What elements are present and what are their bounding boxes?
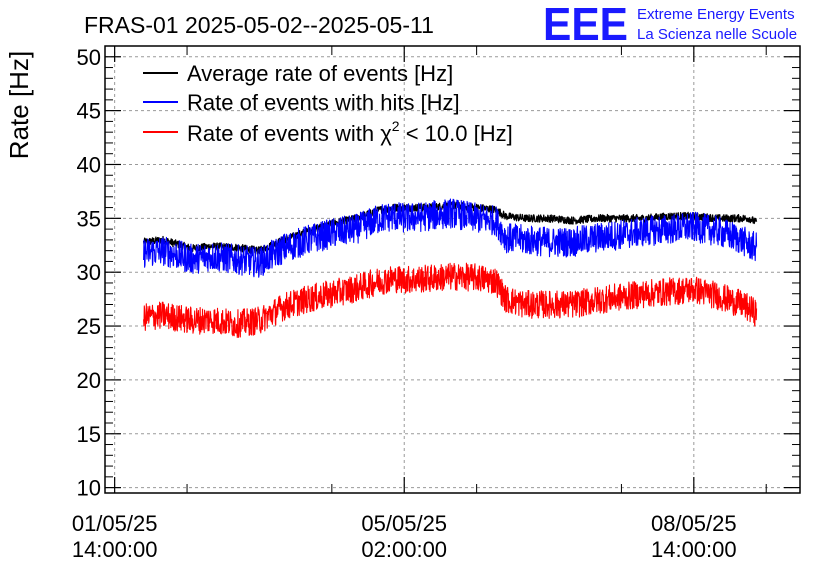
y-tick-label: 15 — [77, 422, 101, 447]
y-tick-label: 30 — [77, 260, 101, 285]
y-tick-label: 45 — [77, 99, 101, 124]
eee-logo-mark: EEE — [543, 0, 628, 50]
y-axis-label: Rate [Hz] — [4, 51, 34, 159]
x-tick-label-date: 08/05/25 — [651, 511, 737, 536]
x-tick-label-time: 14:00:00 — [72, 537, 158, 562]
y-tick-label: 40 — [77, 152, 101, 177]
y-axis-ticks: 10 15 20 25 30 35 40 45 50 — [77, 45, 800, 501]
series-line-1 — [143, 198, 758, 278]
x-tick-label-time: 14:00:00 — [651, 537, 737, 562]
x-tick-label-date: 01/05/25 — [72, 511, 158, 536]
eee-logo-line1: Extreme Energy Events — [637, 6, 795, 23]
x-tick-label-date: 05/05/25 — [361, 511, 447, 536]
eee-logo-line2: La Scienza nelle Scuole — [637, 26, 797, 43]
chart-title: FRAS-01 2025-05-02--2025-05-11 — [84, 12, 434, 38]
legend: Average rate of events [Hz] Rate of even… — [143, 61, 513, 146]
series-line-2 — [143, 262, 758, 338]
x-tick-label-time: 02:00:00 — [361, 537, 447, 562]
y-tick-label: 50 — [77, 45, 101, 70]
eee-logo: EEE Extreme Energy Events La Scienza nel… — [543, 0, 797, 50]
legend-label-chi2: Rate of events with χ2 < 10.0 [Hz] — [187, 118, 513, 146]
y-tick-label: 20 — [77, 368, 101, 393]
plot-frame — [104, 45, 801, 494]
legend-label-hits: Rate of events with hits [Hz] — [187, 90, 460, 115]
y-tick-label: 35 — [77, 206, 101, 231]
series-lines — [142, 198, 758, 338]
y-tick-label: 25 — [77, 314, 101, 339]
y-tick-label: 10 — [77, 476, 101, 501]
legend-label-average: Average rate of events [Hz] — [187, 61, 453, 86]
x-axis-ticks: 01/05/2514:00:0005/05/2502:00:0008/05/25… — [72, 46, 767, 562]
